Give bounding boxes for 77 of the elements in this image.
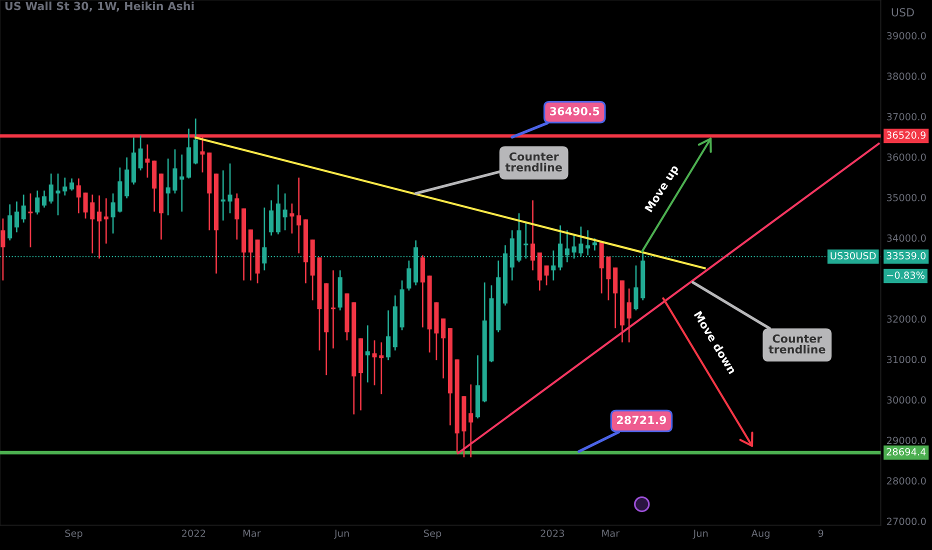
annotation: US30USD [830, 252, 876, 260]
y-tick-label: 35000.0 [887, 194, 926, 202]
y-tick-label: 34000.0 [887, 234, 926, 242]
x-tick-label: Sep [65, 530, 82, 539]
annotation: Counter trendline [768, 334, 826, 354]
candlestick [62, 176, 68, 196]
ref-line-label: 36520.9 [886, 131, 926, 139]
candlestick [234, 192, 240, 240]
candlestick [290, 202, 294, 234]
candlestick [586, 230, 590, 256]
x-tick-label: Mar [602, 530, 620, 537]
ref-line-label: 33539.0 [886, 252, 926, 260]
x-tick-label: 2022 [182, 530, 206, 537]
x-tick-label: Aug [751, 530, 770, 539]
candlestick [330, 270, 336, 350]
x-tick-label: Jun [692, 530, 708, 539]
candlestick [441, 318, 446, 380]
candlestick [97, 194, 102, 260]
candlestick [48, 172, 54, 204]
candlestick [282, 192, 288, 231]
y-tick-label: 31000.0 [887, 356, 926, 364]
x-tick-label: 2023 [540, 530, 564, 537]
x-tick-label: Mar [243, 530, 261, 537]
y-tick-label: 29000.0 [887, 436, 926, 444]
candlestick [406, 260, 412, 292]
candlestick [69, 178, 74, 192]
candlestick [76, 178, 81, 214]
annotation: 28721.9 [617, 416, 666, 424]
candlestick [386, 310, 391, 361]
candlestick [110, 192, 116, 234]
y-tick-label: 30000.0 [887, 396, 926, 404]
y-tick-label: 39000.0 [887, 32, 926, 40]
candlestick [8, 204, 12, 242]
x-tick-label: 9 [818, 530, 824, 537]
candlestick [269, 200, 274, 236]
x-tick-label: Jun [334, 530, 349, 539]
candlestick [606, 256, 611, 301]
annotation: Counter trendline [505, 152, 562, 172]
text: −0.83% [887, 272, 925, 279]
chart-title: US Wall St 30, 1W, Heikin Ashi [5, 2, 194, 12]
candlestick [172, 148, 178, 194]
x-tick-label: Sep [424, 530, 442, 539]
candlestick [228, 162, 232, 214]
candlestick [145, 144, 150, 178]
candlestick [28, 192, 33, 248]
candlestick [220, 170, 226, 222]
candlestick [248, 228, 253, 282]
candlestick [42, 190, 46, 208]
candlestick [468, 384, 474, 458]
candlestick [166, 158, 170, 216]
candlestick [530, 200, 536, 272]
candlestick [83, 192, 88, 220]
y-tick-label: 28000.0 [887, 477, 926, 485]
y-tick-label: 38000.0 [887, 72, 926, 80]
y-tick-label: 37000.0 [887, 113, 926, 120]
annotation: 36490.5 [550, 106, 600, 116]
candlestick [365, 324, 370, 384]
candlestick [193, 118, 198, 165]
candlestick [35, 190, 40, 216]
y-tick-label: 32000.0 [887, 315, 926, 323]
candlestick [56, 172, 60, 216]
candlestick [372, 340, 377, 386]
candlestick [14, 200, 19, 233]
candlestick [21, 194, 26, 224]
y-axis-title: USD [892, 8, 914, 16]
candlestick [0, 218, 6, 282]
y-tick-label: 36000.0 [887, 153, 926, 161]
candlestick [104, 198, 108, 244]
candlestick [626, 288, 632, 344]
candlestick [634, 264, 638, 312]
y-tick-label: 27000.0 [887, 518, 926, 526]
ref-line-label: 28694.4 [886, 448, 926, 456]
candlestick [296, 176, 302, 254]
candlestick [180, 154, 184, 212]
candlestick [90, 194, 95, 254]
candlestick [138, 134, 143, 172]
candlestick [544, 264, 549, 286]
